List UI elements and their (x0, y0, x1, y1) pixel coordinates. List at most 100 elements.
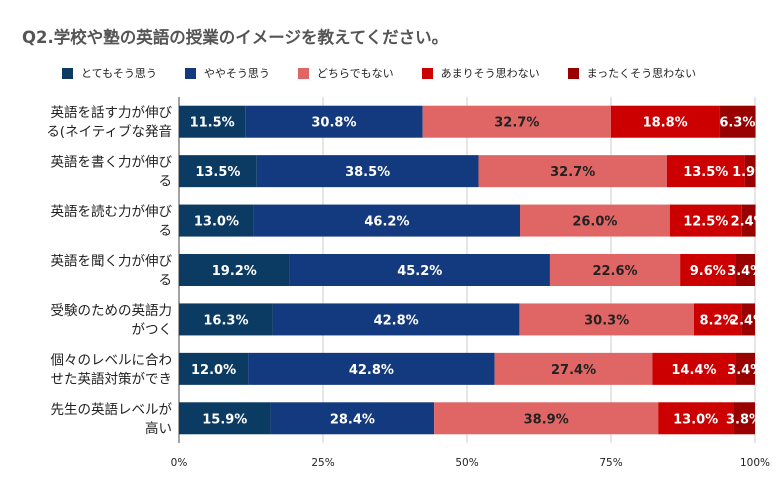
data-label: 38.9% (524, 412, 569, 427)
legend-swatch (421, 67, 433, 79)
bar-segment (680, 254, 736, 286)
data-label: 12.5% (683, 215, 728, 230)
legend-label: ややそう思う (203, 67, 270, 80)
legend-label: どちらでもない (316, 67, 394, 80)
data-label: 8.2% (700, 313, 736, 328)
category-label: 高い (145, 420, 172, 437)
bar-segment (478, 155, 667, 188)
x-tick-label: 0% (171, 457, 188, 469)
data-label: 1.9% (732, 165, 768, 180)
x-tick-label: 75% (599, 457, 622, 469)
bar-segment (270, 402, 435, 435)
bar-segment (434, 402, 659, 435)
data-label: 14.4% (671, 363, 716, 378)
data-label: 13.0% (673, 412, 718, 427)
data-label: 3.4% (727, 264, 763, 279)
bar-segment (741, 204, 756, 237)
data-label: 32.7% (550, 165, 595, 180)
category-label: 英語を話す力が伸び (51, 104, 173, 121)
category-label: る(ネイティブな発音 (46, 123, 172, 140)
bar-segment (519, 303, 694, 336)
bar-segment (179, 402, 271, 435)
category-label: 先生の英語レベルが (51, 401, 173, 418)
bar-segment (179, 303, 273, 336)
category-label: 英語を読む力が伸び (51, 203, 173, 220)
bar-segment (272, 303, 520, 336)
data-label: 27.4% (551, 363, 596, 378)
x-tick-label: 100% (740, 457, 770, 469)
data-label: 30.3% (584, 313, 629, 328)
data-label: 2.4% (731, 215, 767, 230)
legend-item-5: まったくそう思わない (567, 65, 697, 81)
data-label: 16.3% (203, 313, 248, 328)
bar-segment (179, 204, 254, 237)
category-label: 英語を聞く力が伸び (51, 253, 173, 270)
data-label: 12.0% (191, 363, 236, 378)
data-label: 3.8% (726, 412, 762, 427)
bar-segment (253, 204, 520, 237)
data-label: 13.0% (194, 215, 239, 230)
bar-segment (248, 352, 495, 385)
legend-swatch (297, 67, 309, 79)
x-tick-label: 25% (311, 457, 334, 469)
x-tick-label: 50% (455, 457, 478, 469)
bar-segment (719, 105, 756, 138)
bar-segment (289, 254, 550, 286)
bar-segment (666, 155, 745, 188)
legend-item-2: ややそう思う (184, 65, 270, 81)
legend-label: とてもそう思う (81, 67, 157, 80)
bar-segment (669, 204, 742, 237)
category-label: 受験のための英語力 (51, 302, 173, 319)
category-label: る (159, 223, 173, 239)
bar-segment (693, 303, 742, 336)
legend-label: あまりそう思わない (440, 67, 540, 80)
bar-segment (549, 254, 681, 286)
legend-swatch (184, 67, 196, 79)
data-label: 45.2% (397, 264, 442, 279)
bar-segment (735, 352, 755, 385)
data-label: 32.7% (494, 116, 539, 131)
data-label: 2.4% (730, 313, 766, 328)
data-label: 18.8% (643, 116, 688, 131)
data-label: 46.2% (364, 215, 409, 230)
data-label: 13.5% (195, 165, 240, 180)
category-label: 個々のレベルに合わ (51, 352, 173, 368)
bar-segment (741, 303, 755, 336)
legend-swatch (62, 67, 73, 79)
bar-segment (494, 352, 653, 385)
bar-segment (611, 105, 720, 138)
bar-segment (744, 155, 756, 188)
data-label: 3.4% (727, 363, 763, 378)
bar-segment (179, 155, 257, 188)
data-label: 11.5% (190, 116, 235, 131)
legend-swatch (567, 67, 579, 79)
data-label: 22.6% (592, 264, 637, 279)
bar-segment (256, 155, 479, 188)
category-label: 英語を書く力が伸び (51, 154, 173, 171)
bar-segment (652, 352, 736, 385)
data-label: 15.9% (202, 412, 247, 427)
bar-segment (422, 105, 611, 138)
category-label: る (159, 174, 173, 190)
bar-segment (179, 352, 249, 385)
bar-segment (245, 105, 423, 138)
data-label: 9.6% (690, 264, 726, 279)
category-label: せた英語対策ができ (51, 370, 173, 387)
data-label: 13.5% (683, 165, 728, 180)
data-label: 42.8% (349, 363, 394, 378)
legend-label: まったくそう思わない (586, 67, 697, 80)
legend-item-4: あまりそう思わない (421, 65, 540, 81)
bar-segment (658, 402, 734, 435)
data-label: 6.3% (719, 116, 755, 131)
data-label: 26.0% (572, 215, 617, 230)
legend-item-3: どちらでもない (297, 65, 394, 81)
data-label: 42.8% (374, 313, 419, 328)
data-label: 19.2% (212, 264, 257, 279)
bar-segment (733, 402, 755, 435)
category-label: る (159, 273, 173, 289)
legend-item-1: とてもそう思う (62, 65, 157, 81)
data-label: 30.8% (311, 116, 356, 131)
data-label: 28.4% (330, 412, 375, 427)
chart-title: Q2.学校や塾の英語の授業のイメージを教えてください。 (22, 28, 449, 47)
